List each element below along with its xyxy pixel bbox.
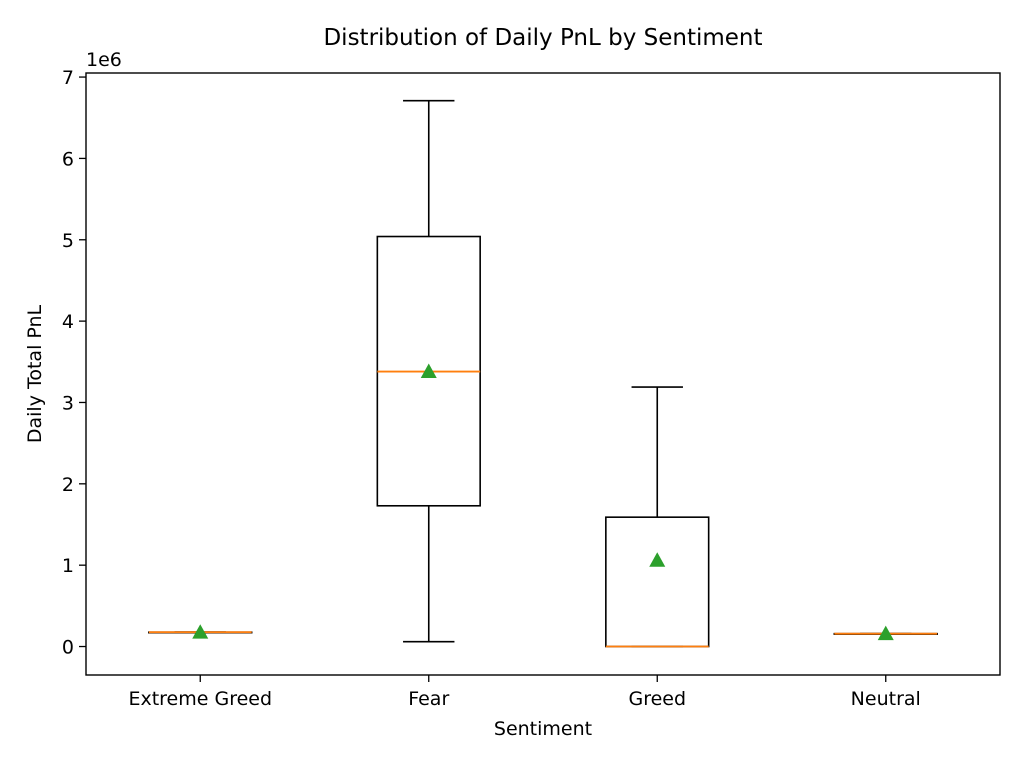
y-tick-label: 2	[62, 474, 74, 496]
mean-marker	[420, 363, 437, 378]
y-axis-label: Daily Total PnL	[24, 304, 46, 443]
y-tick-label: 6	[62, 148, 74, 170]
y-axis-offset-label: 1e6	[86, 49, 122, 71]
mean-marker	[192, 624, 209, 639]
y-tick-label: 3	[62, 392, 74, 414]
box-group	[148, 624, 253, 639]
x-tick-label: Greed	[628, 688, 686, 710]
x-tick-label: Neutral	[851, 688, 921, 710]
y-tick-label: 0	[62, 637, 74, 659]
y-tick-label: 7	[62, 67, 74, 89]
chart-title: Distribution of Daily PnL by Sentiment	[323, 25, 762, 51]
box-group	[833, 625, 938, 641]
x-tick-label: Extreme Greed	[128, 688, 272, 710]
plot-area: 0 1 2 3 4 5 6 7 Extreme Greed Fear Greed Neutral	[62, 67, 938, 710]
x-tick-label: Fear	[408, 688, 449, 710]
y-tick-label: 4	[62, 311, 74, 333]
y-tick-label: 1	[62, 555, 74, 577]
box	[605, 516, 710, 648]
y-tick-label: 5	[62, 230, 74, 252]
box-group	[605, 386, 710, 648]
box-group	[376, 99, 481, 643]
mean-marker	[877, 625, 894, 641]
plot-frame	[85, 72, 1001, 676]
mean-marker	[649, 552, 666, 567]
x-axis-label: Sentiment	[494, 718, 592, 740]
